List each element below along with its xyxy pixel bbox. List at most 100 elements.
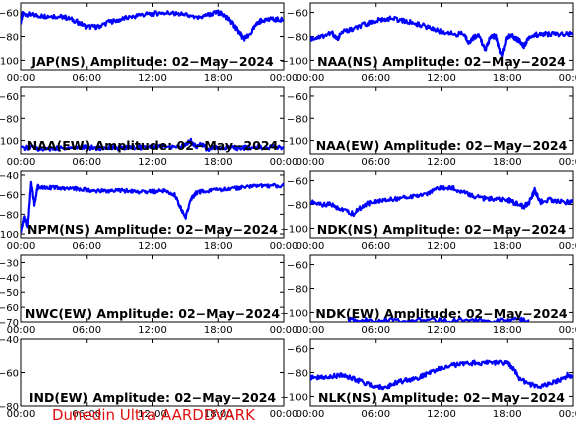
y-tick-label: −60 xyxy=(0,303,19,314)
y-tick-label: −60 xyxy=(0,369,19,380)
y-tick-label: −80 xyxy=(287,33,308,44)
panel-8: −60 −80 −100 00:00 06:00 12:00 18:00 00:00 NDK(E… xyxy=(281,254,576,336)
x-tick-label: 00:00 xyxy=(7,157,36,168)
panel-4: −60 −80 −100 00:00 06:00 12:00 18:00 00:00 NAA(E… xyxy=(281,86,576,168)
x-tick-label: 18:00 xyxy=(493,73,522,84)
y-tick-label: −80 xyxy=(0,210,19,221)
footer-credit: Dunedin Ultra AARDDVARK xyxy=(52,406,255,424)
plot-frame xyxy=(20,254,285,323)
x-tick-label: 00:00 xyxy=(270,241,299,252)
x-tick-label: 00:00 xyxy=(296,157,325,168)
y-tick-label: −50 xyxy=(0,288,19,299)
panel-title: JAP(NS) Amplitude: 02−May−2024 xyxy=(30,54,274,69)
x-tick-label: 06:00 xyxy=(361,241,390,252)
x-tick-label: 06:00 xyxy=(72,325,101,336)
y-tick-label: −60 xyxy=(0,9,19,20)
panel-title: NDK(NS) Amplitude: 02−May−2024 xyxy=(317,222,567,237)
x-tick-label: 12:00 xyxy=(138,157,167,168)
series-line xyxy=(347,316,530,322)
y-tick-label: −60 xyxy=(287,92,308,103)
y-tick-label: −80 xyxy=(287,369,308,380)
y-tick-label: −40 xyxy=(0,335,19,346)
x-tick-label: 18:00 xyxy=(204,409,233,420)
panel-title: NLK(NS) Amplitude: 02−May−2024 xyxy=(318,390,565,405)
plot-frame xyxy=(20,338,285,407)
x-tick-label: 12:00 xyxy=(138,241,167,252)
panel-title: NDK(EW) Amplitude: 02−May−2024 xyxy=(315,306,568,321)
x-tick-label: 18:00 xyxy=(493,325,522,336)
series-group xyxy=(310,359,573,391)
y-tick-label: −100 xyxy=(0,56,19,67)
series-line xyxy=(310,184,573,218)
x-tick-label: 00:00 xyxy=(559,241,576,252)
x-tick-label: 06:00 xyxy=(361,325,390,336)
series-group xyxy=(310,184,573,218)
y-tick-label: −60 xyxy=(287,9,308,20)
panel-2: −60 −80 −100 00:00 06:00 12:00 18:00 00:00 NAA(N… xyxy=(281,2,576,84)
y-tick-label: −100 xyxy=(281,137,308,148)
x-tick-label: 00:00 xyxy=(7,409,36,420)
x-tick-label: 00:00 xyxy=(559,157,576,168)
series-line xyxy=(21,137,284,152)
x-tick-label: 12:00 xyxy=(427,241,456,252)
x-tick-label: 18:00 xyxy=(204,73,233,84)
plot-frame xyxy=(20,170,285,239)
x-tick-label: 00:00 xyxy=(7,73,36,84)
x-tick-label: 12:00 xyxy=(138,73,167,84)
y-tick-label: −60 xyxy=(287,261,308,272)
x-tick-label: 00:00 xyxy=(270,325,299,336)
x-tick-label: 00:00 xyxy=(270,73,299,84)
panel-title: NAA(EW) Amplitude: 02−May−2024 xyxy=(316,138,568,153)
x-tick-label: 18:00 xyxy=(204,241,233,252)
y-tick-label: −80 xyxy=(287,285,308,296)
x-tick-label: 00:00 xyxy=(296,409,325,420)
series-group xyxy=(21,9,284,42)
x-tick-label: 06:00 xyxy=(72,73,101,84)
y-tick-label: −100 xyxy=(0,137,19,148)
series-group xyxy=(21,137,284,152)
y-tick-label: −60 xyxy=(0,191,19,202)
x-tick-label: 00:00 xyxy=(559,409,576,420)
panel-10: −60 −80 −100 00:00 06:00 12:00 18:00 00:00 NLK(N… xyxy=(281,338,576,420)
x-tick-label: 06:00 xyxy=(361,409,390,420)
x-tick-label: 06:00 xyxy=(72,157,101,168)
x-tick-label: 18:00 xyxy=(493,241,522,252)
x-tick-label: 06:00 xyxy=(361,73,390,84)
x-tick-label: 00:00 xyxy=(7,241,36,252)
panel-title: IND(EW) Amplitude: 02−May−2024 xyxy=(29,390,277,405)
y-tick-label: −100 xyxy=(281,224,308,235)
series-line xyxy=(21,180,284,234)
y-tick-label: −100 xyxy=(281,56,308,67)
y-tick-label: −80 xyxy=(0,33,19,44)
x-tick-label: 00:00 xyxy=(559,325,576,336)
y-tick-label: −80 xyxy=(287,201,308,212)
y-tick-label: −70 xyxy=(0,318,19,329)
x-tick-label: 00:00 xyxy=(270,409,299,420)
y-tick-label: −100 xyxy=(0,230,19,241)
y-tick-label: −40 xyxy=(0,273,19,284)
panel-1: −60 −80 −100 00:00 06:00 12:00 18:00 00:00 JAP(N… xyxy=(0,2,299,84)
x-tick-label: 00:00 xyxy=(270,157,299,168)
y-tick-label: −80 xyxy=(287,114,308,125)
series-group xyxy=(347,316,530,322)
x-tick-label: 12:00 xyxy=(427,73,456,84)
plot-frame xyxy=(309,338,574,407)
series-line xyxy=(310,15,573,58)
y-tick-label: −60 xyxy=(287,177,308,188)
y-tick-label: −80 xyxy=(0,402,19,413)
x-tick-label: 12:00 xyxy=(427,157,456,168)
x-tick-label: 18:00 xyxy=(204,325,233,336)
x-tick-label: 12:00 xyxy=(427,325,456,336)
panel-title: NAA(EW) Amplitude: 02−May−2024 xyxy=(27,138,279,153)
x-tick-label: 00:00 xyxy=(7,325,36,336)
panel-title: NPM(NS) Amplitude: 02−May−2024 xyxy=(27,222,278,237)
panel-title: NAA(NS) Amplitude: 02−May−2024 xyxy=(317,54,566,69)
x-tick-label: 12:00 xyxy=(138,409,167,420)
x-tick-label: 00:00 xyxy=(296,325,325,336)
y-tick-label: −80 xyxy=(0,114,19,125)
panel-title: NWC(EW) Amplitude: 02−May−2024 xyxy=(25,306,280,321)
panel-6: −60 −80 −100 00:00 06:00 12:00 18:00 00:00 NDK(N… xyxy=(281,170,576,252)
series-line xyxy=(310,359,573,391)
